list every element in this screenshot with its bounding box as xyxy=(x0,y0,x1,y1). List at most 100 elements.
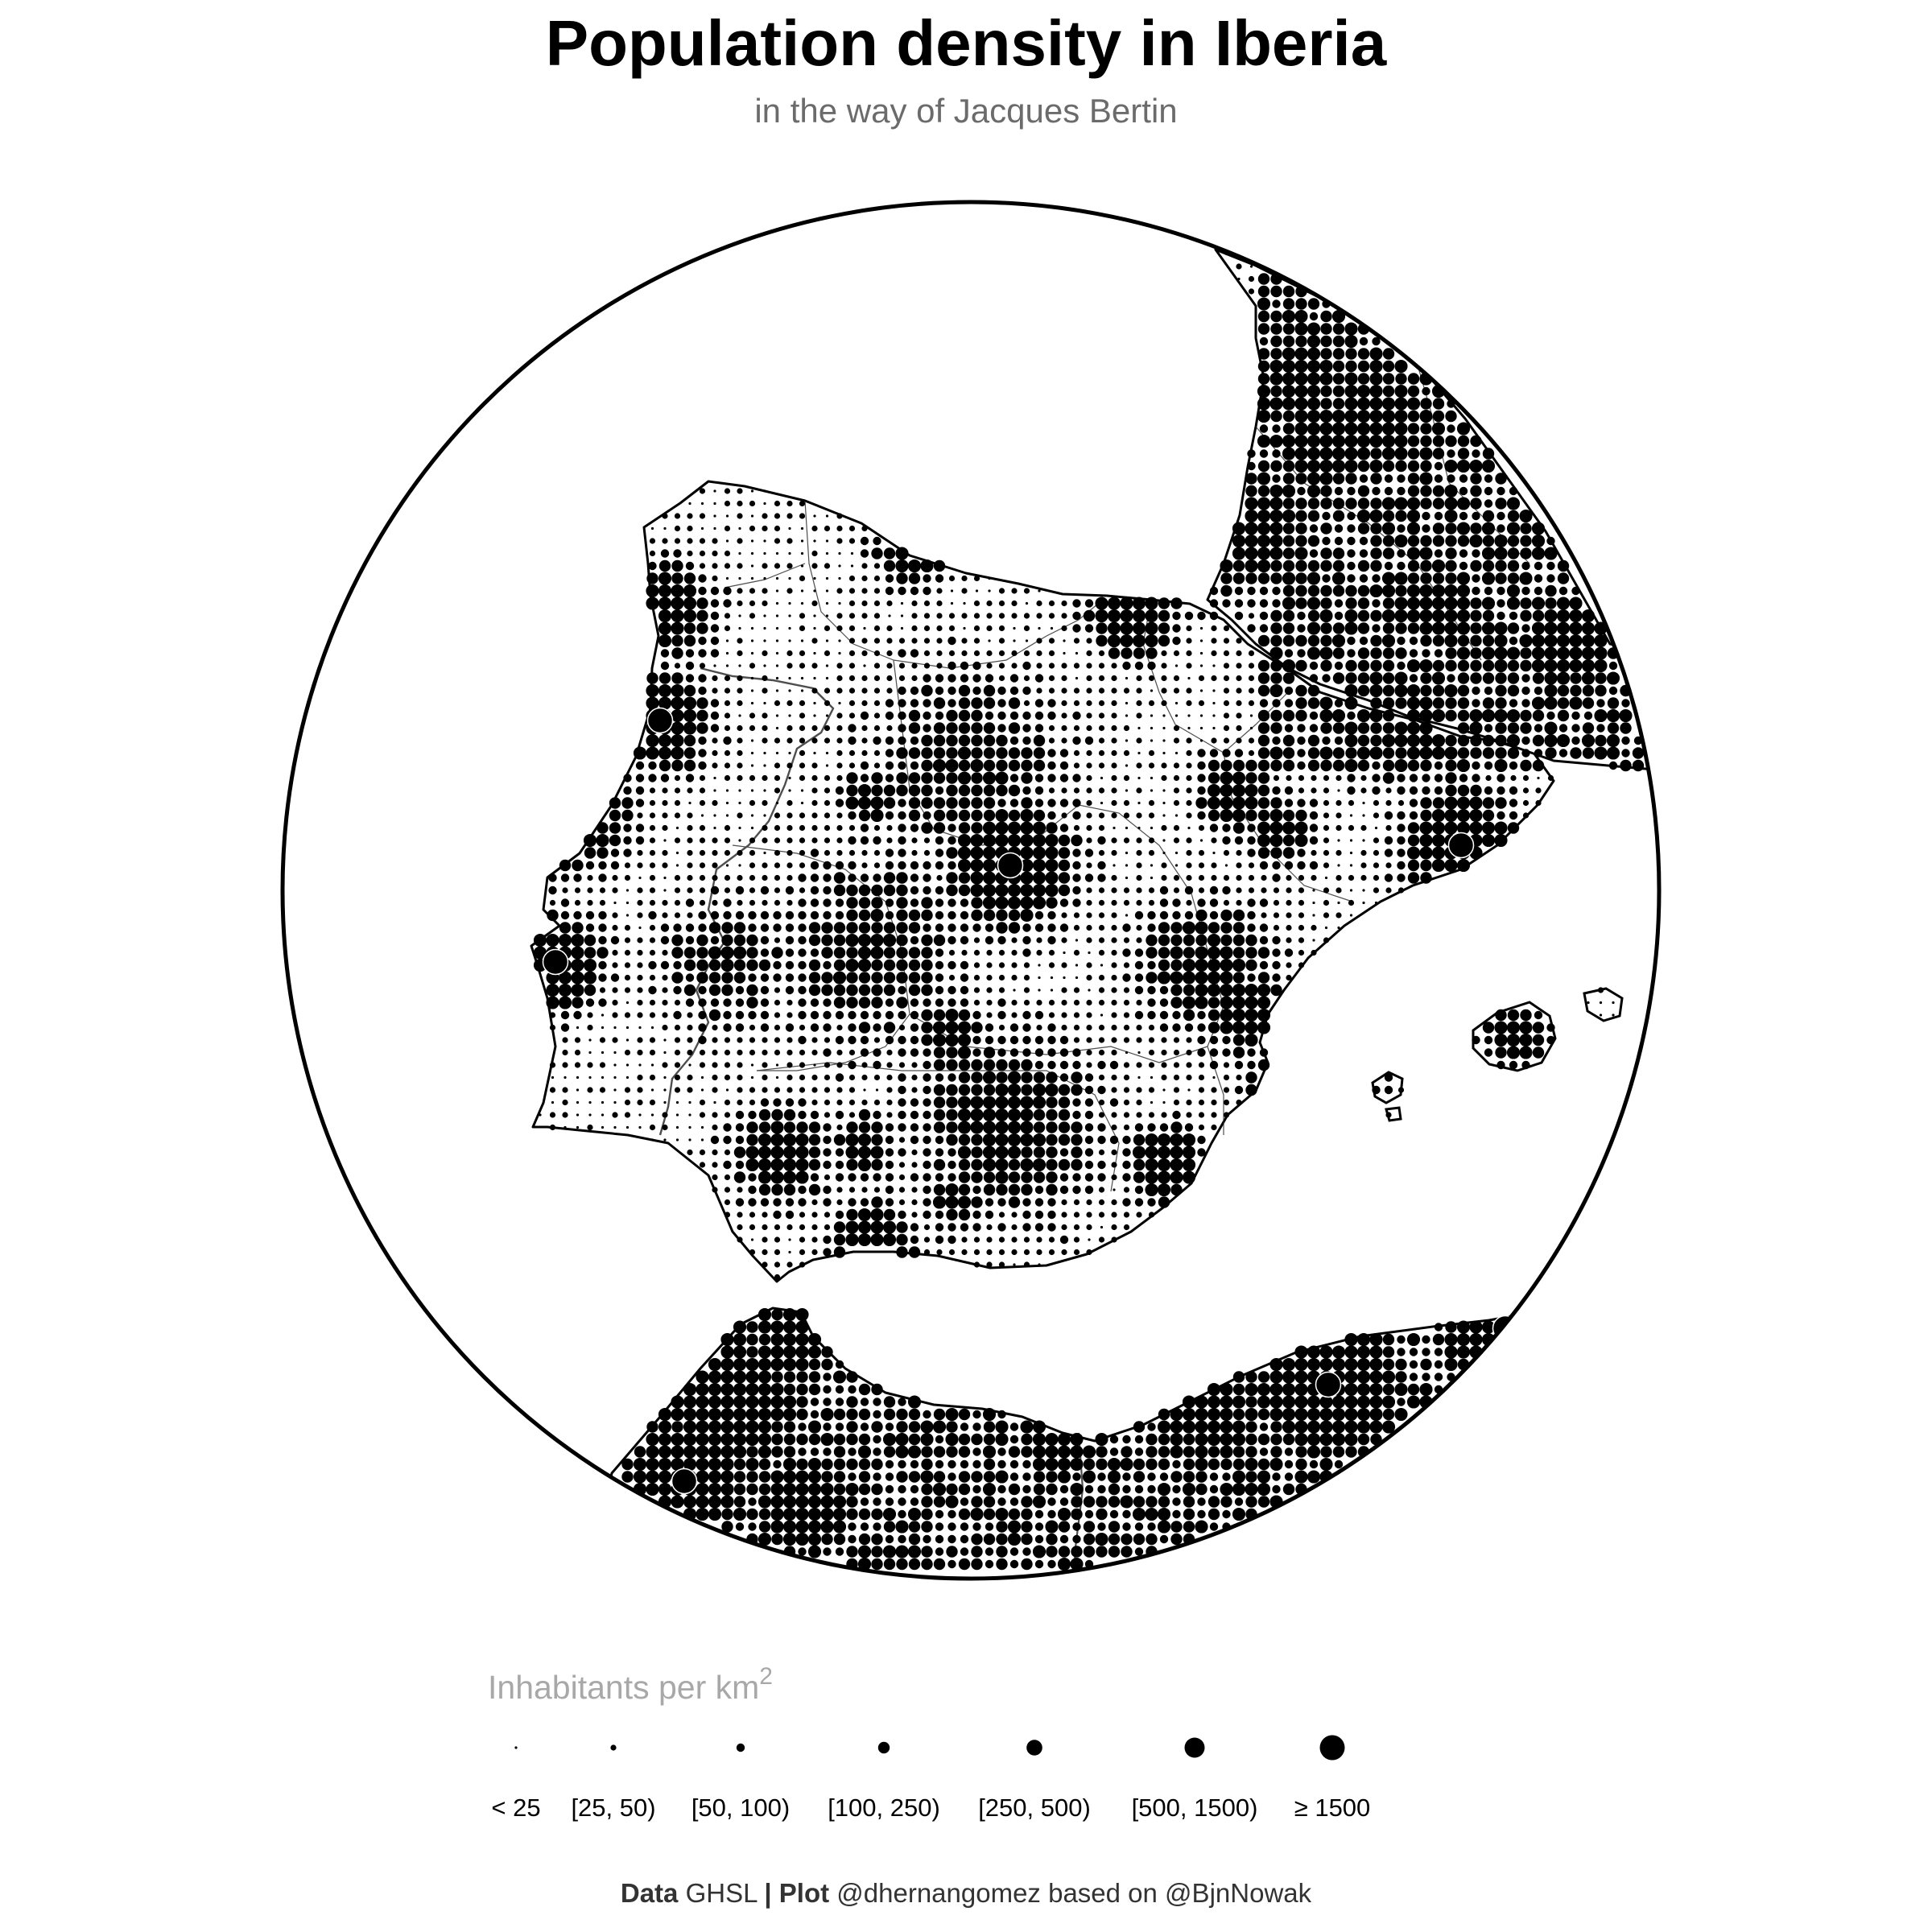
density-dot xyxy=(1072,1110,1081,1120)
density-dot xyxy=(546,933,559,947)
density-dot xyxy=(1136,1212,1142,1218)
density-dot xyxy=(848,836,857,845)
density-dot xyxy=(923,811,931,820)
density-dot xyxy=(1022,1048,1031,1057)
density-dot xyxy=(1083,1458,1096,1471)
density-dot xyxy=(960,1422,969,1431)
density-dot xyxy=(983,1458,996,1471)
density-dot xyxy=(1125,764,1129,767)
density-dot xyxy=(1088,951,1091,955)
density-dot xyxy=(947,824,956,832)
density-dot xyxy=(1084,1123,1094,1132)
density-dot xyxy=(971,1471,983,1483)
density-dot xyxy=(1419,1382,1433,1397)
density-dot xyxy=(873,575,881,582)
density-dot xyxy=(1269,509,1283,523)
density-dot xyxy=(774,837,781,844)
density-dot xyxy=(583,971,597,985)
density-dot xyxy=(1360,874,1367,881)
density-dot xyxy=(782,1507,797,1521)
density-dot xyxy=(1145,609,1158,623)
density-dot xyxy=(958,684,971,697)
density-dot xyxy=(1307,397,1321,411)
density-dot xyxy=(1186,837,1192,844)
density-dot xyxy=(685,898,695,907)
density-dot xyxy=(786,899,793,906)
density-dot xyxy=(1347,524,1356,533)
density-dot xyxy=(1209,1522,1219,1531)
density-dot xyxy=(638,1026,642,1030)
density-dot xyxy=(1294,1432,1308,1447)
density-dot xyxy=(1045,883,1059,898)
density-dot xyxy=(858,1508,871,1521)
density-dot xyxy=(811,600,818,607)
density-dot xyxy=(1406,721,1421,735)
density-dot xyxy=(885,711,894,720)
density-dot xyxy=(1284,699,1294,708)
density-dot xyxy=(1058,859,1071,872)
density-dot xyxy=(773,923,782,932)
density-dot xyxy=(1021,1433,1033,1446)
density-dot xyxy=(1021,1059,1033,1071)
density-dot xyxy=(683,747,696,759)
density-dot xyxy=(1282,359,1296,374)
density-dot xyxy=(1100,776,1104,780)
density-dot xyxy=(598,861,607,870)
density-dot xyxy=(1173,1099,1180,1106)
density-dot xyxy=(1197,1148,1206,1157)
density-dot xyxy=(873,873,881,882)
density-dot xyxy=(1111,837,1117,844)
density-dot xyxy=(770,1158,784,1172)
density-dot xyxy=(1111,762,1117,769)
density-dot xyxy=(786,1087,793,1093)
density-dot xyxy=(1084,1185,1094,1195)
density-dot xyxy=(1236,737,1242,744)
density-dot xyxy=(1295,597,1307,609)
density-dot xyxy=(871,784,883,797)
density-dot xyxy=(1013,626,1016,630)
density-dot xyxy=(1245,959,1257,972)
density-dot xyxy=(970,758,984,773)
density-dot xyxy=(898,824,906,832)
density-dot xyxy=(1323,824,1330,832)
density-dot xyxy=(1322,574,1331,583)
density-dot xyxy=(1232,1446,1245,1458)
density-dot xyxy=(1382,659,1395,672)
density-dot xyxy=(1507,1009,1520,1022)
density-dot xyxy=(908,747,921,759)
density-dot xyxy=(1419,708,1433,723)
density-dot xyxy=(1232,983,1246,997)
density-dot xyxy=(857,1133,872,1147)
density-dot xyxy=(1207,1432,1221,1447)
density-dot xyxy=(1382,1383,1395,1396)
density-dot xyxy=(1211,862,1217,869)
density-dot xyxy=(1023,613,1030,619)
density-dot xyxy=(1269,646,1283,660)
density-dot xyxy=(923,1123,931,1132)
density-dot xyxy=(1136,937,1142,943)
density-dot xyxy=(1259,898,1269,907)
density-dot xyxy=(1282,572,1296,585)
density-dot xyxy=(1545,584,1557,597)
density-dot xyxy=(712,1124,718,1131)
density-dot xyxy=(1369,372,1383,386)
density-dot xyxy=(861,525,868,532)
density-dot xyxy=(935,898,944,907)
density-dot xyxy=(658,559,671,572)
density-dot xyxy=(723,998,732,1007)
density-dot xyxy=(1257,360,1270,373)
density-dot xyxy=(720,1420,734,1434)
legend-label: [250, 500) xyxy=(978,1794,1091,1822)
density-dot xyxy=(1419,846,1433,860)
density-dot xyxy=(1606,733,1620,748)
density-dot xyxy=(775,676,779,680)
density-dot xyxy=(587,887,593,894)
density-dot xyxy=(1422,1335,1430,1344)
density-dot xyxy=(533,933,547,947)
density-dot xyxy=(735,1010,745,1020)
density-dot xyxy=(848,873,857,882)
density-dot xyxy=(1469,1332,1483,1347)
density-dot xyxy=(898,1397,906,1406)
density-dot xyxy=(1150,714,1154,717)
density-dot xyxy=(662,1124,668,1131)
